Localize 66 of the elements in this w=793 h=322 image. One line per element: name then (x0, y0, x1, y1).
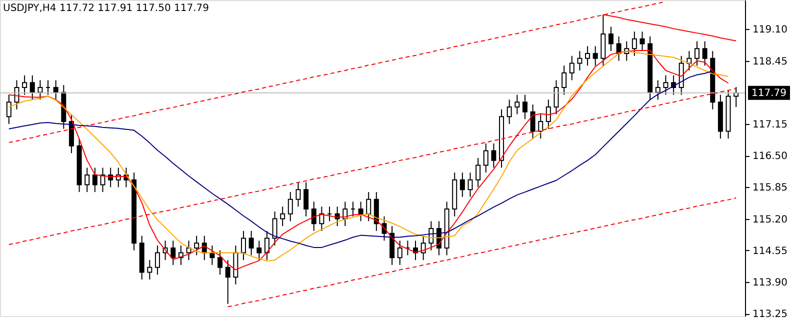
candlestick (147, 260, 152, 280)
candlestick (702, 40, 708, 66)
candlestick (319, 206, 324, 232)
y-tick-label: 116.50 (752, 151, 788, 162)
candlestick (280, 206, 286, 227)
candlestick (358, 201, 364, 222)
candlestick (460, 172, 465, 198)
y-tick-label: 115.85 (752, 182, 788, 194)
candlestick (218, 250, 223, 276)
candlestick (248, 230, 254, 256)
y-tick-label: 114.55 (752, 246, 788, 257)
candlestick (22, 74, 28, 96)
candlestick (522, 94, 528, 120)
candlestick (506, 99, 512, 124)
y-tick-label: 119.10 (752, 24, 788, 36)
line-series (227, 197, 737, 308)
candlestick (30, 74, 35, 100)
candlestick (288, 192, 293, 222)
candlestick (240, 230, 246, 261)
candlestick (585, 46, 590, 66)
candlestick (694, 40, 700, 66)
candlestick (476, 158, 481, 188)
candlestick (554, 80, 559, 115)
chart-title: USDJPY,H4 117.72 117.91 117.50 117.79 (3, 3, 209, 14)
candlestick (304, 182, 309, 217)
candlestick (663, 74, 668, 96)
candlestick (170, 240, 176, 266)
candlestick (256, 240, 262, 261)
candlestick (632, 31, 637, 56)
y-tick-label: 113.25 (752, 309, 788, 320)
y-tick-label: 118.45 (752, 56, 788, 68)
candlestick (640, 31, 645, 52)
candlestick (38, 80, 43, 100)
candlestick (296, 182, 301, 208)
ref-line-label: 117.79 (752, 88, 786, 99)
candlestick (655, 80, 660, 100)
candlestick (420, 235, 426, 261)
candlestick (546, 99, 551, 130)
candlestick (608, 26, 614, 52)
candlestick (366, 192, 372, 222)
candlestick (311, 201, 316, 232)
y-tick-label: 117.15 (752, 119, 788, 130)
candlestick (592, 46, 598, 66)
candlestick (491, 142, 496, 168)
candlestick (194, 235, 200, 256)
candlestick (92, 167, 98, 193)
candlestick (225, 260, 230, 304)
y-tick-label: 115.20 (752, 214, 788, 226)
candlestick (514, 94, 520, 115)
candlestick (530, 104, 536, 140)
candlestick (272, 210, 278, 246)
candlestick (6, 94, 12, 124)
candlestick (154, 245, 160, 276)
y-tick-label: 113.90 (752, 277, 788, 288)
candlestick (84, 167, 90, 193)
candlestick (264, 230, 270, 261)
candlestick (538, 114, 544, 140)
candlestick (468, 172, 473, 198)
candlestick (562, 65, 567, 96)
candlestick (577, 50, 582, 71)
candlestick (397, 240, 402, 266)
candlestick (382, 216, 387, 242)
candlestick (483, 142, 488, 174)
candlestick (100, 167, 106, 193)
candlestick (569, 55, 574, 81)
candlestick (53, 80, 58, 100)
